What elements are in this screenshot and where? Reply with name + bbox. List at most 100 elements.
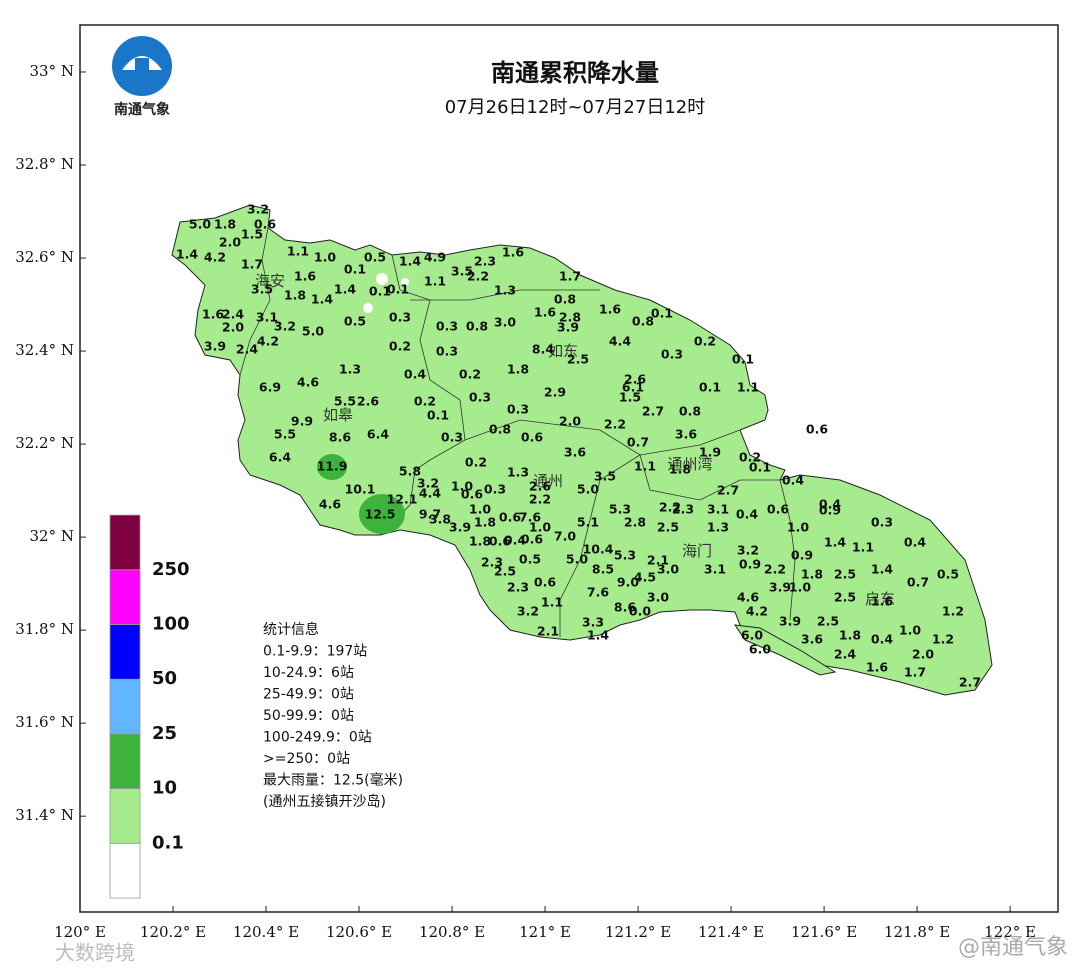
station-value: 0.1 (427, 408, 449, 423)
y-tick-label: 32.6° N (15, 248, 74, 266)
station-value: 1.3 (339, 362, 361, 377)
station-value: 0.9 (739, 557, 761, 572)
station-value: 2.0 (559, 414, 581, 429)
station-value: 0.3 (469, 390, 491, 405)
station-value: 2.4 (236, 342, 258, 357)
station-value: 0.1 (651, 306, 673, 321)
place-name: 海安 (255, 272, 285, 290)
station-value: 1.4 (176, 247, 198, 262)
station-value: 0.3 (661, 347, 683, 362)
station-value: 0.5 (937, 567, 959, 582)
station-value: 0.3 (484, 482, 506, 497)
x-tick-label: 120.6° E (326, 923, 392, 941)
station-value: 0.5 (519, 552, 541, 567)
station-value: 3.3 (582, 615, 604, 630)
station-value: 0.1 (732, 352, 754, 367)
station-value: 4.9 (424, 250, 446, 265)
station-value: 2.5 (494, 564, 516, 579)
legend-swatch (109, 733, 141, 790)
logo-text: 南通气象 (114, 101, 170, 118)
station-value: 2.6 (529, 479, 551, 494)
station-value: 1.1 (852, 540, 874, 555)
place-name: 通州 (533, 472, 563, 490)
lake (363, 303, 373, 313)
x-tick-label: 120° E (54, 923, 106, 941)
station-value: 0.4 (782, 473, 804, 488)
station-value: 0.1 (387, 282, 409, 297)
station-value: 0.5 (364, 250, 386, 265)
station-value: 5.5 (274, 427, 296, 442)
station-value: 3.1 (256, 310, 278, 325)
x-tick-label: 121.8° E (884, 923, 950, 941)
stats-line: 最大雨量：12.5(毫米) (263, 772, 403, 789)
station-value: 5.0 (189, 217, 211, 232)
station-value: 1.8 (474, 515, 496, 530)
station-value: 3.2 (517, 604, 539, 619)
island (733, 624, 837, 676)
station-value: 4.4 (609, 334, 631, 349)
station-value: 0.8 (632, 314, 654, 329)
station-value: 1.8 (214, 217, 236, 232)
station-value: 0.4 (404, 367, 426, 382)
station-value: 1.6 (866, 660, 888, 675)
watermark: @南通气象 (958, 935, 1068, 960)
station-value: 5.0 (566, 552, 588, 567)
station-value: 2.3 (481, 555, 503, 570)
station-value: 4.5 (634, 570, 656, 585)
station-value: 6.0 (741, 628, 763, 643)
station-value: 5.0 (302, 324, 324, 339)
station-value: 0.4 (819, 497, 841, 512)
station-value: 0.6 (521, 532, 543, 547)
station-value: 1.8 (469, 534, 491, 549)
x-tick-label: 121.4° E (698, 923, 764, 941)
legend: 0.1 10 25 50 100 250 (109, 514, 190, 899)
station-value: 1.6 (534, 305, 556, 320)
station-value: 2.7 (717, 483, 739, 498)
station-value: 3.6 (801, 632, 823, 647)
legend-swatch (109, 624, 141, 680)
lake (401, 278, 409, 286)
map-title: 南通累积降水量 (491, 59, 659, 87)
station-value: 0.3 (389, 310, 411, 325)
stats-line: 100-249.9：0站 (263, 730, 372, 746)
station-value: 0.4 (904, 535, 926, 550)
station-value: 2.5 (657, 520, 679, 535)
station-value: 0.3 (507, 402, 529, 417)
station-value: 1.5 (619, 390, 641, 405)
station-value: 6.1 (622, 380, 644, 395)
place-name: 如东 (548, 342, 578, 360)
station-value: 1.6 (294, 269, 316, 284)
station-value: 2.5 (834, 590, 856, 605)
station-value: 3.8 (429, 512, 451, 527)
station-value: 0.6 (534, 575, 556, 590)
station-value: 1.4 (824, 535, 846, 550)
station-value: 1.9 (699, 445, 721, 460)
station-value: 3.6 (675, 427, 697, 442)
station-value: 7.6 (587, 585, 609, 600)
station-value: 1.1 (541, 595, 563, 610)
station-value: 1.0 (789, 580, 811, 595)
station-value: 3.5 (251, 282, 273, 297)
place-name: 海门 (682, 542, 712, 560)
station-value: 1.7 (559, 269, 581, 284)
station-value: 2.2 (659, 500, 681, 515)
station-value: 1.8 (839, 628, 861, 643)
station-value: 2.7 (642, 404, 664, 419)
station-value: 3.9 (557, 320, 579, 335)
station-value: 8.6 (614, 600, 636, 615)
station-value: 0.2 (414, 394, 436, 409)
station-value: 0.6 (806, 422, 828, 437)
station-value: 0.3 (436, 344, 458, 359)
y-tick-label: 32.4° N (15, 341, 74, 359)
station-value: 1.3 (707, 520, 729, 535)
station-value: 2.9 (544, 385, 566, 400)
x-tick-label: 121° E (519, 923, 571, 941)
station-value: 1.8 (507, 362, 529, 377)
station-value: 1.7 (241, 257, 263, 272)
legend-label: 50 (152, 668, 177, 689)
station-value: 0.1 (699, 380, 721, 395)
station-value: 1.0 (451, 479, 473, 494)
station-value: 2.4 (834, 647, 856, 662)
watermark: 大数跨境 (55, 941, 135, 965)
station-value: 0.7 (627, 435, 649, 450)
